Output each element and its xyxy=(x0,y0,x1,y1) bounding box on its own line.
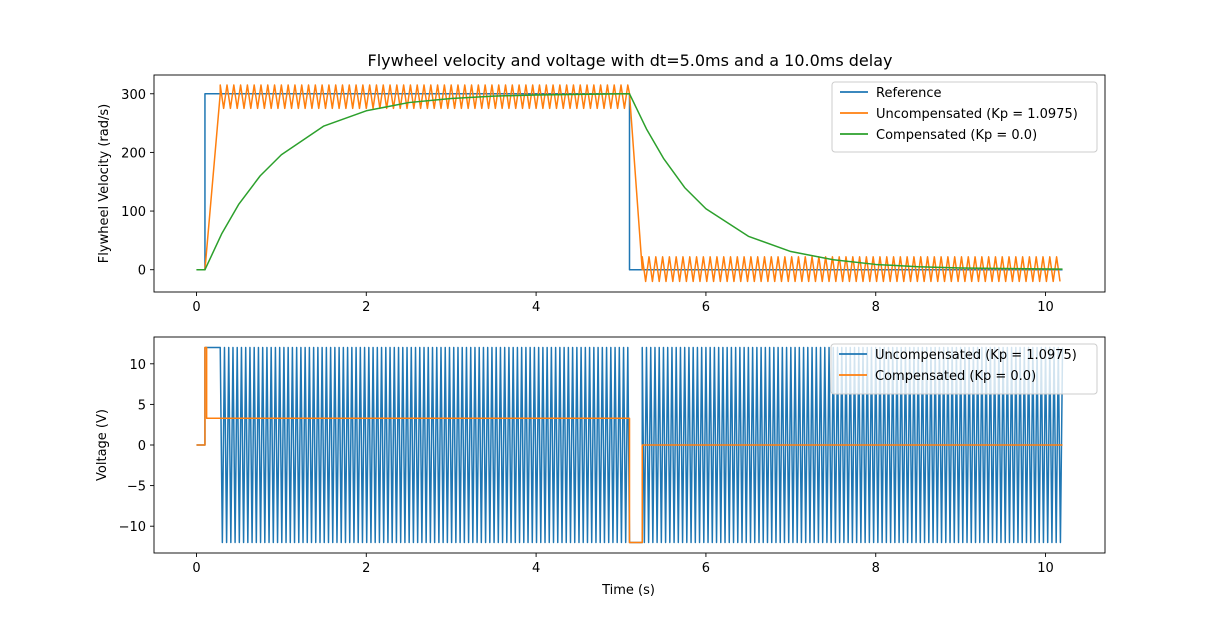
x-tick-label: 6 xyxy=(702,300,710,315)
y-tick-label: 0 xyxy=(138,439,146,454)
x-tick-label: 6 xyxy=(702,561,710,576)
legend-frame xyxy=(830,343,1098,395)
y-tick-label: 300 xyxy=(121,88,146,103)
legend-label-compensated-kp-0-0: Compensated (Kp = 0.0) xyxy=(876,128,1037,143)
y-tick-label: 5 xyxy=(138,398,146,413)
x-axis-label: Time (s) xyxy=(601,583,655,598)
legend-label-reference: Reference xyxy=(876,86,941,101)
axes-frame xyxy=(153,74,1106,293)
y-tick-label: −5 xyxy=(127,480,146,495)
legend-label-uncompensated-kp-1-0975: Uncompensated (Kp = 1.0975) xyxy=(875,348,1077,363)
y-tick-label: 10 xyxy=(129,358,146,373)
y-axis-label: Voltage (V) xyxy=(95,409,110,481)
y-tick-label: 100 xyxy=(121,205,146,220)
legend-frame xyxy=(831,81,1098,153)
x-tick-label: 4 xyxy=(532,300,540,315)
x-tick-label: 8 xyxy=(872,561,880,576)
y-tick-label: 200 xyxy=(121,146,146,161)
y-tick-label: 0 xyxy=(138,264,146,279)
plot-area xyxy=(196,84,1063,283)
x-tick-label: 10 xyxy=(1037,561,1054,576)
voltage-axes: 0 2 4 6 8 10 −10 −5 0 5 10 Voltage (V) Time (s) Uncom… xyxy=(95,336,1106,598)
series-line-compensated-kp-0-0 xyxy=(196,346,1063,544)
series-line-uncompensated-kp-1-0975 xyxy=(196,84,1061,283)
chart-title: Flywheel velocity and voltage with dt=5.… xyxy=(368,51,893,70)
series-line-compensated-kp-0-0 xyxy=(196,93,1063,271)
legend: Uncompensated (Kp = 1.0975) Compensated (… xyxy=(830,343,1098,395)
y-tick-label: −10 xyxy=(119,520,146,535)
legend: Reference Uncompensated (Kp = 1.0975) Comp… xyxy=(831,81,1098,153)
x-tick-label: 8 xyxy=(872,300,880,315)
x-tick-label: 10 xyxy=(1037,300,1054,315)
x-tick-label: 2 xyxy=(362,561,370,576)
legend-label-compensated-kp-0-0: Compensated (Kp = 0.0) xyxy=(875,369,1036,384)
legend-label-uncompensated-kp-1-0975: Uncompensated (Kp = 1.0975) xyxy=(876,107,1078,122)
x-tick-label: 0 xyxy=(192,300,200,315)
y-axis-label: Flywheel Velocity (rad/s) xyxy=(97,104,112,263)
x-tick-label: 4 xyxy=(532,561,540,576)
x-tick-label: 2 xyxy=(362,300,370,315)
x-tick-label: 0 xyxy=(192,561,200,576)
